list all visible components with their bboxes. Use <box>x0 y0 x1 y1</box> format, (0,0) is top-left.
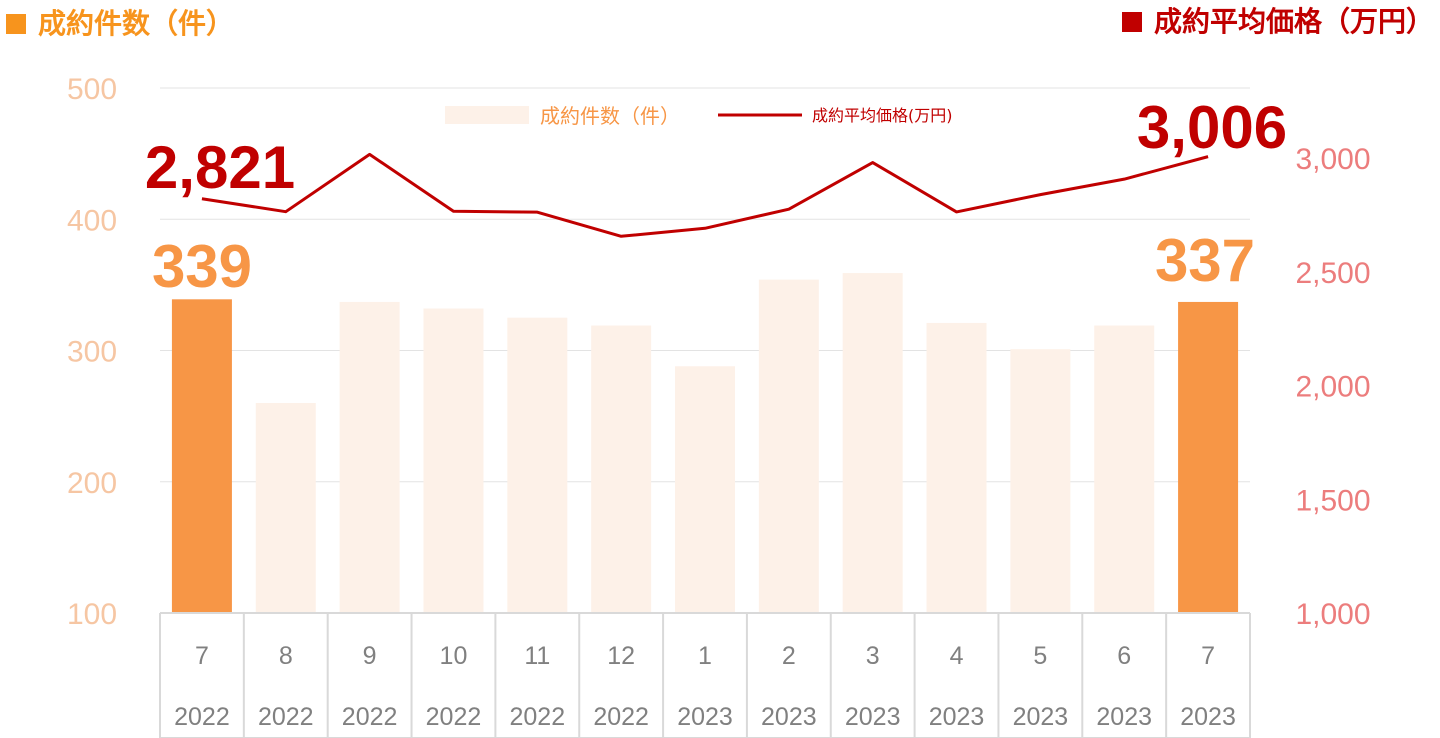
legend-bar-label: 成約件数（件） <box>540 104 680 128</box>
x-tick-month: 11 <box>524 642 550 670</box>
left-tick-label: 500 <box>67 73 117 106</box>
left-tick-label: 200 <box>67 467 117 500</box>
x-tick-month: 12 <box>607 642 635 670</box>
x-tick-year: 2022 <box>258 703 314 731</box>
bar <box>842 273 903 613</box>
legend-line-label: 成約平均価格(万円) <box>812 106 953 125</box>
bar <box>507 317 568 613</box>
left-axis-title: 成約件数（件） <box>6 6 234 42</box>
right-tick-label: 2,500 <box>1295 257 1370 290</box>
left-tick-label: 300 <box>67 336 117 369</box>
x-tick-month: 5 <box>1033 642 1047 670</box>
bar <box>1010 349 1071 613</box>
x-tick-month: 9 <box>363 642 377 670</box>
bar <box>926 322 987 613</box>
bar <box>339 301 400 613</box>
x-tick-year: 2022 <box>593 703 649 731</box>
right-tick-label: 1,000 <box>1295 598 1370 631</box>
x-tick-year: 2023 <box>677 703 733 731</box>
first-line-data-label: 2,821 <box>145 134 295 201</box>
right-axis-title: 成約平均価格（万円） <box>1121 4 1434 40</box>
bar <box>758 279 819 613</box>
left-tick-label: 100 <box>67 598 117 631</box>
line-series <box>201 152 1209 238</box>
x-tick-year: 2022 <box>342 703 398 731</box>
last-bar-data-label: 337 <box>1155 227 1255 294</box>
last-line-data-label: 3,006 <box>1137 94 1287 161</box>
red-square-icon <box>1121 12 1142 32</box>
x-tick-month: 3 <box>866 642 880 670</box>
x-tick-month: 8 <box>279 642 293 670</box>
x-tick-month: 1 <box>698 642 712 670</box>
x-tick-month: 4 <box>950 642 964 670</box>
first-bar-data-label: 339 <box>152 233 252 300</box>
x-tick-year: 2022 <box>509 703 565 731</box>
bar <box>591 325 652 613</box>
bar-series <box>171 273 1239 613</box>
right-axis-title-text: 成約平均価格（万円） <box>1153 5 1434 38</box>
right-tick-label: 3,000 <box>1295 143 1370 176</box>
x-tick-year: 2023 <box>1013 703 1069 731</box>
x-tick-month: 6 <box>1117 642 1131 670</box>
axes: 100 200 300 400 500 1,000 1,500 2,000 2,500 3,000… <box>67 73 1371 738</box>
bar <box>255 403 316 613</box>
bar <box>675 366 735 613</box>
x-tick-month: 7 <box>195 642 209 670</box>
orange-square-icon <box>6 14 26 34</box>
x-tick-year: 2023 <box>1096 703 1152 731</box>
legend: 成約件数（件） 成約平均価格(万円) <box>445 104 953 128</box>
x-tick-month: 10 <box>440 642 468 670</box>
x-tick-month: 7 <box>1201 642 1215 670</box>
x-tick-month: 2 <box>782 642 796 670</box>
x-tick-year: 2023 <box>845 703 901 731</box>
bar <box>423 308 484 613</box>
x-tick-year: 2023 <box>929 703 985 731</box>
right-tick-label: 2,000 <box>1295 371 1370 404</box>
left-axis-title-text: 成約件数（件） <box>38 7 235 40</box>
left-tick-label: 400 <box>67 204 117 237</box>
x-tick-year: 2023 <box>761 703 817 731</box>
bar-highlight <box>1178 301 1239 613</box>
bar <box>1094 325 1155 613</box>
legend-bar-swatch <box>445 106 529 124</box>
x-tick-year: 2022 <box>174 703 230 731</box>
x-tick-year: 2023 <box>1180 703 1236 731</box>
x-tick-year: 2022 <box>426 703 482 731</box>
price-line <box>201 152 1209 238</box>
right-tick-label: 1,500 <box>1295 484 1370 517</box>
bar-highlight <box>171 299 232 613</box>
